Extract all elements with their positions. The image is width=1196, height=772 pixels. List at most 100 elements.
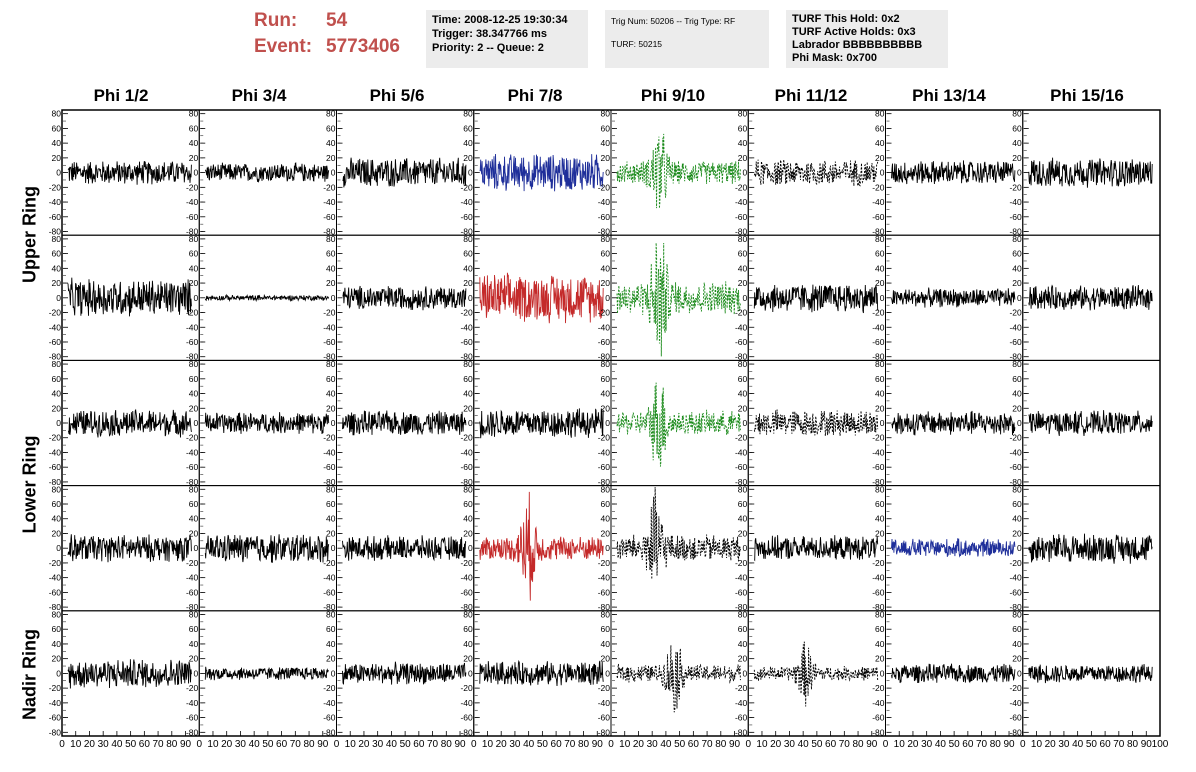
y-tick-label: -20 [735, 308, 748, 318]
y-tick-label: -40 [872, 322, 885, 332]
x-tick-label: 30 [647, 739, 659, 750]
y-tick-label: 20 [1012, 528, 1022, 538]
y-tick-label: 20 [463, 153, 473, 163]
y-tick-label: -80 [1009, 602, 1022, 612]
y-tick-label: -20 [1009, 433, 1022, 443]
x-tick-label: 40 [111, 739, 123, 750]
y-tick-label: 80 [738, 359, 748, 369]
y-tick-label: -20 [186, 182, 199, 192]
y-tick-label: -20 [323, 308, 336, 318]
y-tick-label: 0 [1017, 668, 1022, 678]
y-tick-label: 60 [463, 374, 473, 384]
y-tick-label: -20 [460, 683, 473, 693]
x-tick-label: 90 [1003, 739, 1015, 750]
x-tick-label: 50 [537, 739, 549, 750]
y-tick-label: 0 [56, 668, 61, 678]
x-tick-label: 70 [839, 739, 851, 750]
y-tick-label: -60 [186, 713, 199, 723]
y-tick-label: 80 [1012, 109, 1022, 119]
waveform-trace [616, 133, 741, 209]
y-tick-label: -60 [323, 713, 336, 723]
x-tick-label: 30 [98, 739, 110, 750]
waveform-panel: 80 60 40 20 0 -20 -40 -60 -80 [186, 234, 337, 362]
y-tick-label: 40 [326, 514, 336, 524]
y-tick-label: -40 [598, 698, 611, 708]
waveform-panel: 80 60 40 20 0 -20 -40 -60 -80 [598, 234, 749, 362]
waveform-panel: 80 60 40 20 0 -20 -40 -60 -80 [872, 359, 1024, 487]
y-tick-label: 0 [194, 418, 199, 428]
y-tick-label: 60 [738, 499, 748, 509]
y-tick-label: 0 [880, 668, 885, 678]
waveform-panel: 80 60 40 20 0 -20 -40 -60 -80 [1009, 109, 1161, 237]
x-tick-label: 90 [317, 739, 329, 750]
x-tick-label: 50 [674, 739, 686, 750]
y-tick-label: 20 [1012, 153, 1022, 163]
priority-text: Priority: 2 -- Queue: 2 [432, 42, 544, 54]
y-tick-label: -80 [49, 352, 62, 362]
y-tick-label: 60 [52, 499, 62, 509]
y-tick-label: 80 [189, 234, 199, 244]
y-tick-label: 0 [194, 668, 199, 678]
y-tick-label: 20 [52, 654, 62, 664]
run-event-info: Run: 54 Event: 5773406 [254, 8, 400, 60]
y-tick-label: 40 [326, 263, 336, 273]
x-tick-label: 30 [921, 739, 933, 750]
event-label: Event: [254, 36, 313, 57]
y-tick-label: -40 [872, 447, 885, 457]
waveform-panel: 80 60 40 20 0 -20 -40 -60 -80 [323, 484, 475, 612]
y-tick-label: 40 [1012, 263, 1022, 273]
y-tick-label: 40 [326, 138, 336, 148]
y-tick-label: -40 [186, 197, 199, 207]
x-tick-label: 30 [1058, 739, 1070, 750]
time-text: Time: 2008-12-25 19:30:34 [432, 14, 568, 26]
y-tick-label: -60 [323, 337, 336, 347]
y-tick-label: -80 [460, 727, 473, 737]
y-tick-label: 20 [738, 403, 748, 413]
x-tick-label: 60 [688, 739, 700, 750]
y-tick-label: -80 [1009, 352, 1022, 362]
waveform-trace [204, 412, 330, 435]
y-tick-label: 60 [601, 123, 611, 133]
y-tick-label: 0 [331, 293, 336, 303]
waveform-trace [67, 534, 192, 563]
waveform-trace [1028, 410, 1153, 437]
y-tick-label: 80 [463, 484, 473, 494]
column-header-phi-1-2: Phi 1/2 [93, 86, 149, 105]
y-tick-label: 0 [468, 543, 473, 553]
y-tick-label: 0 [331, 418, 336, 428]
y-tick-label: 20 [1012, 403, 1022, 413]
y-tick-label: 60 [601, 374, 611, 384]
y-tick-label: 0 [880, 168, 885, 178]
y-tick-label: 20 [601, 528, 611, 538]
y-tick-label: 80 [326, 109, 336, 119]
column-header-phi-15-16: Phi 15/16 [1050, 86, 1124, 105]
waveform-trace [753, 409, 879, 436]
x-tick-label: 40 [249, 739, 261, 750]
waveform-panel: 80 60 40 20 0 -20 -40 -60 -80 [460, 609, 612, 737]
y-tick-label: -40 [186, 698, 199, 708]
y-tick-label: 20 [738, 654, 748, 664]
y-tick-label: 60 [463, 123, 473, 133]
y-tick-label: -20 [460, 308, 473, 318]
y-tick-label: -80 [872, 477, 885, 487]
y-tick-label: -60 [872, 337, 885, 347]
y-tick-label: -40 [49, 698, 62, 708]
y-tick-label: 0 [56, 168, 61, 178]
y-tick-label: -40 [872, 698, 885, 708]
y-tick-label: 0 [468, 293, 473, 303]
x-tick-label: 80 [166, 739, 178, 750]
y-tick-label: 60 [189, 123, 199, 133]
y-tick-label: 40 [1012, 514, 1022, 524]
y-tick-label: 80 [1012, 359, 1022, 369]
x-tick-label: 40 [798, 739, 810, 750]
y-tick-label: -20 [598, 433, 611, 443]
y-tick-label: 80 [738, 609, 748, 619]
y-tick-label: -40 [323, 447, 336, 457]
y-tick-label: 20 [189, 403, 199, 413]
y-tick-label: 60 [52, 249, 62, 259]
y-tick-label: -40 [186, 322, 199, 332]
waveform-trace [479, 491, 604, 601]
this-hold-text: TURF This Hold: 0x2 [792, 13, 900, 25]
y-tick-label: -40 [872, 573, 885, 583]
x-tick-label: 40 [386, 739, 398, 750]
